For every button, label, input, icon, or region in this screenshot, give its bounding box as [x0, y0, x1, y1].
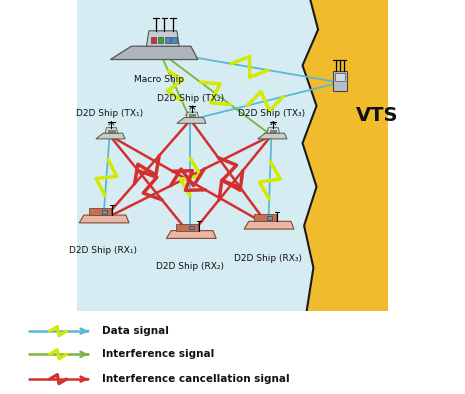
Bar [158, 37, 163, 43]
Bar [189, 114, 192, 116]
Bar [151, 37, 156, 43]
Bar [333, 71, 346, 91]
Polygon shape [303, 0, 394, 318]
Bar [273, 130, 276, 132]
Bar [172, 37, 177, 43]
Bar [193, 114, 195, 116]
Polygon shape [267, 128, 279, 133]
Text: D2D Ship (TX₁): D2D Ship (TX₁) [76, 109, 143, 118]
Bar [112, 130, 114, 132]
Polygon shape [105, 128, 118, 133]
Text: D2D Ship (RX₁): D2D Ship (RX₁) [69, 246, 137, 255]
Bar [108, 130, 111, 132]
Polygon shape [166, 230, 216, 238]
Polygon shape [186, 112, 199, 117]
Text: Macro Ship: Macro Ship [134, 75, 184, 84]
Bar [267, 216, 272, 220]
Bar [189, 226, 194, 229]
Polygon shape [110, 46, 198, 59]
Text: D2D Ship (RX₂): D2D Ship (RX₂) [157, 262, 225, 271]
Bar [335, 73, 345, 81]
Polygon shape [244, 221, 294, 229]
Text: D2D Ship (TX₃): D2D Ship (TX₃) [238, 109, 305, 118]
Text: Data signal: Data signal [102, 326, 169, 336]
Text: D2D Ship (RX₃): D2D Ship (RX₃) [234, 255, 302, 264]
Polygon shape [89, 208, 111, 215]
Text: VTS: VTS [355, 106, 398, 125]
Polygon shape [177, 117, 206, 123]
Bar [165, 37, 170, 43]
Text: D2D Ship (TX₂): D2D Ship (TX₂) [157, 93, 224, 102]
Text: Interference cancellation signal: Interference cancellation signal [102, 374, 290, 384]
Polygon shape [96, 133, 125, 139]
Text: Interference signal: Interference signal [102, 349, 214, 359]
Polygon shape [77, 0, 388, 311]
Polygon shape [79, 215, 129, 223]
Polygon shape [258, 133, 287, 139]
Bar [102, 210, 107, 214]
Polygon shape [254, 214, 276, 221]
Bar [270, 130, 273, 132]
Polygon shape [146, 31, 179, 46]
Polygon shape [177, 224, 198, 230]
